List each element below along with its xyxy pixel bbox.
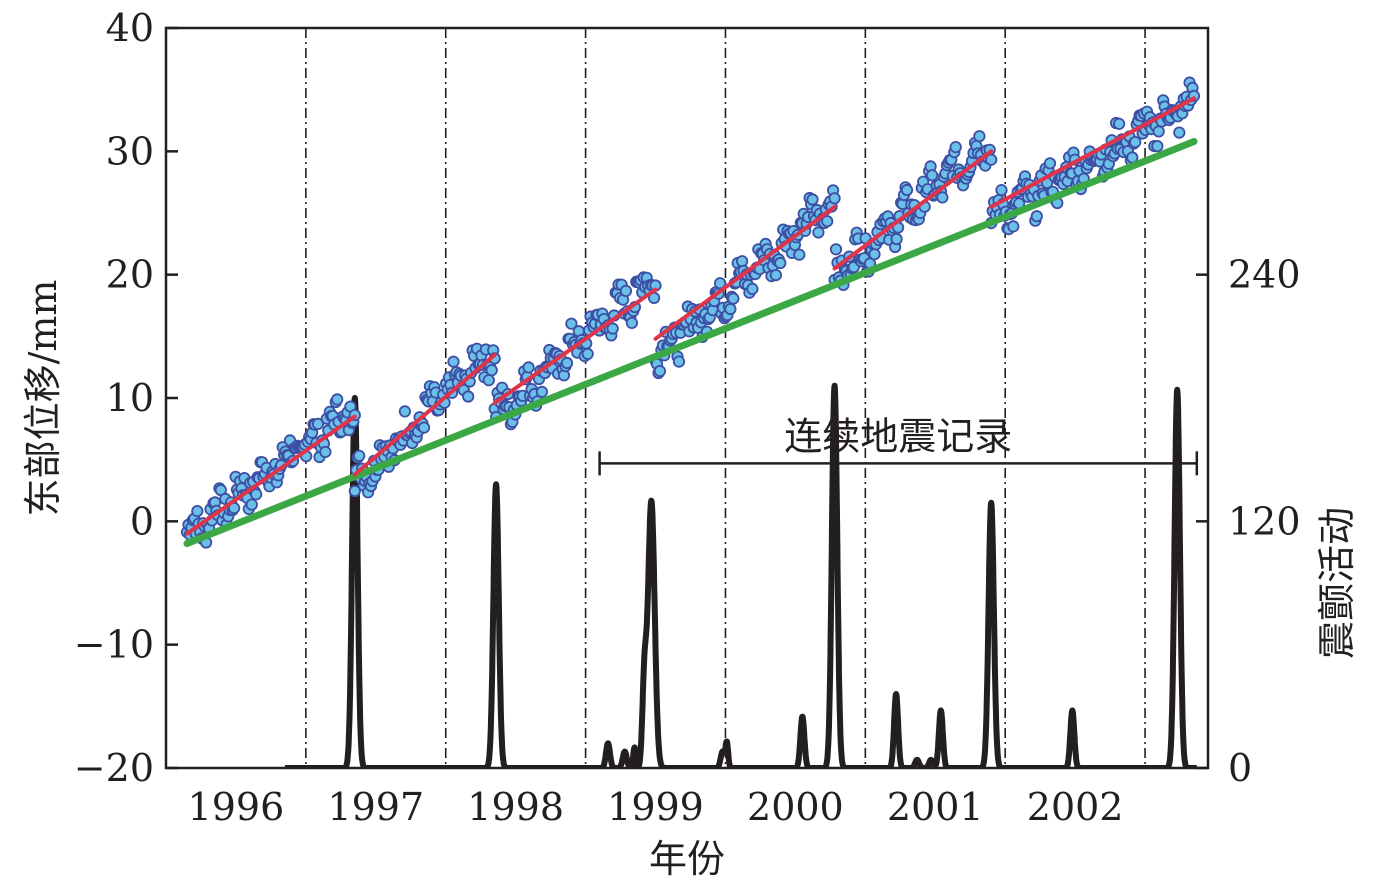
gps-point: [250, 488, 263, 501]
inter-event-trend-line: [184, 414, 357, 536]
tremor-series: [282, 382, 1200, 768]
x-tick-label: 2002: [1027, 785, 1124, 829]
gps-point: [1007, 220, 1020, 233]
gps-point: [653, 364, 667, 378]
gps-point: [1043, 157, 1057, 170]
inter-event-trend-line: [653, 204, 837, 341]
gps-scatter-series: [180, 76, 1201, 549]
x-tick-label: 1999: [607, 785, 704, 829]
axes: 40 30 20 10 0 −10 −20 240 120 0 1996 1997 1998 1999 20…: [74, 6, 1301, 829]
gps-point: [829, 243, 843, 256]
gps-point: [348, 484, 361, 498]
gps-point: [581, 347, 594, 360]
gps-point: [353, 449, 366, 462]
y-left-tick-label: 0: [130, 499, 154, 543]
y-right-tick-label: 240: [1228, 253, 1301, 297]
gps-point: [774, 256, 787, 270]
gps-point: [1152, 125, 1165, 138]
gps-point: [535, 385, 549, 398]
gps-point: [724, 302, 737, 316]
gps-point: [793, 248, 806, 261]
gps-point: [1030, 210, 1043, 223]
gps-point: [828, 192, 841, 205]
y-left-tick-label: 20: [106, 253, 154, 297]
y-left-tick-label: 30: [106, 129, 154, 173]
gps-point: [606, 322, 619, 335]
gps-point: [398, 405, 411, 418]
y-left-tick-label: −10: [74, 623, 154, 667]
y-left-tick-label: 10: [106, 376, 154, 420]
y-right-tick-label: 0: [1228, 746, 1252, 790]
gps-point: [985, 153, 998, 166]
gps-point: [949, 141, 962, 154]
gps-point: [191, 504, 204, 518]
gps-point: [319, 445, 332, 458]
gps-point: [973, 130, 986, 143]
tremor-line: [282, 382, 1200, 768]
y-left-tick-label: 40: [106, 6, 154, 50]
annotation-label: 连续地震记录: [784, 414, 1012, 458]
y-right-tick-label: 120: [1228, 499, 1301, 543]
gps-point: [625, 316, 639, 329]
gps-point: [936, 191, 949, 204]
y-left-tick-label: −20: [74, 746, 154, 790]
gps-point: [821, 215, 834, 228]
gps-point: [900, 183, 914, 197]
gps-point: [565, 317, 578, 330]
gps-point: [890, 232, 903, 246]
annotation-group: 连续地震记录: [598, 414, 1199, 476]
gps-point: [417, 421, 431, 434]
gps-point: [746, 282, 759, 295]
gps-point: [1173, 126, 1186, 139]
gps-point: [311, 417, 325, 430]
y-axis-title-right: 震颤活动: [1315, 507, 1359, 659]
x-tick-label: 1996: [188, 785, 285, 829]
inter-event-trend-line: [832, 149, 994, 271]
x-tick-label: 2001: [887, 785, 984, 829]
x-tick-label: 2000: [747, 785, 844, 829]
trend-lines: [183, 96, 1198, 548]
gps-point: [560, 356, 574, 370]
gps-point: [769, 268, 783, 282]
gps-point: [485, 364, 498, 377]
gps-point: [727, 292, 740, 305]
gps-point: [482, 374, 495, 387]
gps-point: [672, 355, 686, 368]
y-axis-title-left: 东部位移/mm: [21, 280, 65, 517]
x-axis-title: 年份: [649, 837, 725, 881]
gps-point: [806, 193, 819, 206]
gps-point: [812, 226, 825, 239]
gps-point: [1113, 117, 1126, 130]
gps-point: [245, 498, 258, 511]
gps-point: [331, 393, 344, 406]
gps-point: [522, 361, 535, 374]
gps-point: [713, 277, 727, 290]
plot-frame: [164, 26, 1210, 770]
long-term-trend-line: [183, 137, 1198, 548]
gps-point: [447, 355, 460, 368]
x-tick-label: 1997: [327, 785, 424, 829]
x-tick-label: 1998: [467, 785, 564, 829]
gps-point: [619, 284, 633, 297]
inter-event-trend-line: [352, 352, 497, 477]
gps-point: [735, 255, 749, 268]
inter-event-trend-line: [492, 287, 658, 405]
gps-point: [995, 184, 1008, 197]
inter-event-trend-line: [989, 96, 1197, 209]
gps-point: [1129, 136, 1142, 149]
gps-point: [925, 169, 939, 182]
gps-point: [1151, 140, 1164, 153]
gps-point: [868, 248, 881, 261]
gps-point: [462, 390, 475, 403]
